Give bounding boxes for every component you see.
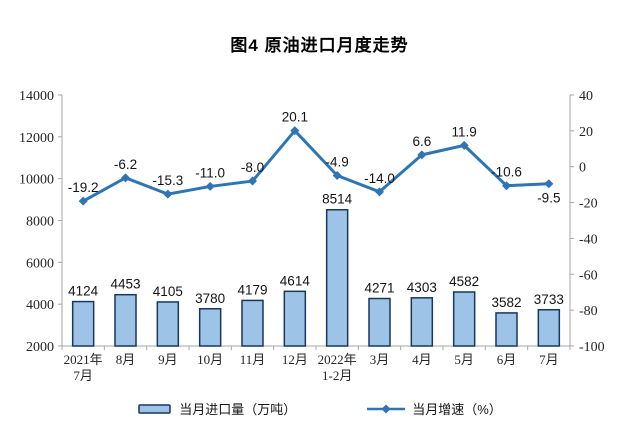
x-axis-label: 2022年: [318, 352, 357, 367]
line-label: -11.0: [195, 165, 225, 180]
x-axis-label: 8月: [116, 352, 136, 367]
y-axis-left-tick-label: 2000: [26, 340, 54, 355]
x-axis-label: 7月: [539, 352, 559, 367]
line-label: -15.3: [152, 173, 183, 188]
bar-label: 4303: [407, 280, 437, 295]
line-marker: [163, 189, 173, 199]
line-label: -10.6: [491, 165, 522, 180]
y-axis-right-tick-label: -100: [579, 340, 605, 355]
line-marker: [459, 140, 469, 150]
y-axis-left-tick-label: 10000: [19, 173, 54, 188]
y-axis-right-tick-label: -40: [579, 232, 598, 247]
y-axis-left-tick-label: 8000: [26, 215, 54, 230]
x-axis-label: 9月: [158, 352, 178, 367]
x-axis-label: 3月: [370, 352, 390, 367]
y-axis-right-tick-label: -20: [579, 197, 598, 212]
x-axis-label: 12月: [282, 352, 308, 367]
x-axis-label: 4月: [412, 352, 432, 367]
bar: [410, 297, 434, 347]
y-axis-left-tick-label: 6000: [26, 256, 54, 271]
line-marker: [78, 196, 88, 206]
line-marker: [290, 126, 300, 136]
line-label: -4.9: [326, 154, 349, 169]
bar: [198, 308, 222, 347]
bar: [71, 300, 95, 347]
line-marker: [332, 170, 342, 180]
legend-item-growth: 当月增速（%）: [366, 399, 502, 418]
y-axis-right-tick-label: 20: [579, 125, 593, 140]
line-marker: [205, 181, 215, 191]
bar: [452, 291, 476, 347]
legend: 当月进口量（万吨） 当月增速（%）: [0, 399, 639, 418]
bar-label: 4271: [364, 280, 394, 295]
line-label: -6.2: [114, 157, 137, 172]
bar-label: 4614: [280, 273, 311, 288]
bar: [114, 293, 137, 347]
line-label: 6.6: [412, 134, 431, 149]
bar: [495, 312, 518, 347]
bar: [537, 309, 561, 347]
x-axis-label: 5月: [454, 352, 474, 367]
y-axis-right-tick-label: -60: [579, 268, 598, 283]
x-axis-label: 6月: [497, 352, 517, 367]
x-axis-label: 11月: [240, 352, 266, 367]
line-marker: [544, 179, 554, 189]
bar-label: 4582: [449, 274, 479, 289]
line-marker: [248, 176, 257, 186]
growth-line: [81, 129, 551, 203]
y-axis-left-tick-label: 14000: [19, 89, 54, 104]
y-axis-left-tick-label: 12000: [19, 131, 54, 146]
y-axis-left-tick-label: 4000: [26, 298, 54, 313]
line-label: -8.0: [241, 160, 264, 175]
legend-label-growth: 当月增速（%）: [412, 402, 502, 417]
line-swatch-icon: [367, 404, 406, 413]
bar: [283, 290, 307, 347]
bar-label: 4179: [237, 282, 267, 297]
y-axis-right-tick-label: 0: [579, 161, 586, 176]
chart-title: 图4 原油进口月度走势: [230, 36, 409, 55]
bar: [368, 297, 391, 347]
legend-label-imports: 当月进口量（万吨）: [179, 402, 297, 417]
x-axis-label: 10月: [197, 352, 223, 367]
line-label: 11.9: [452, 124, 477, 139]
line-marker: [121, 173, 130, 183]
line-label: -9.5: [537, 191, 560, 206]
legend-item-imports: 当月进口量（万吨）: [137, 399, 296, 418]
bar-label: 8514: [322, 192, 353, 207]
bar: [156, 301, 180, 347]
x-axis-label: 2021年: [64, 352, 103, 367]
line-label: 20.1: [282, 110, 308, 125]
line-marker: [417, 150, 427, 160]
x-axis-label: 1-2月: [322, 368, 352, 383]
bar: [325, 208, 349, 347]
bar-label: 4453: [110, 277, 140, 292]
bar-swatch-icon: [138, 403, 171, 414]
bar-label: 3733: [534, 292, 564, 307]
y-axis-right-tick-label: -80: [579, 304, 598, 319]
bar-label: 3780: [195, 291, 225, 306]
line-marker: [502, 181, 511, 191]
line-label: -19.2: [68, 180, 99, 195]
line-marker: [375, 187, 384, 197]
bar-label: 3582: [491, 295, 521, 310]
bar: [241, 299, 264, 347]
bar-label: 4105: [153, 284, 183, 299]
y-axis-right-tick-label: 40: [579, 89, 593, 104]
bar-label: 4124: [68, 284, 99, 299]
x-axis-label: 7月: [73, 368, 93, 383]
line-label: -14.0: [364, 171, 395, 186]
